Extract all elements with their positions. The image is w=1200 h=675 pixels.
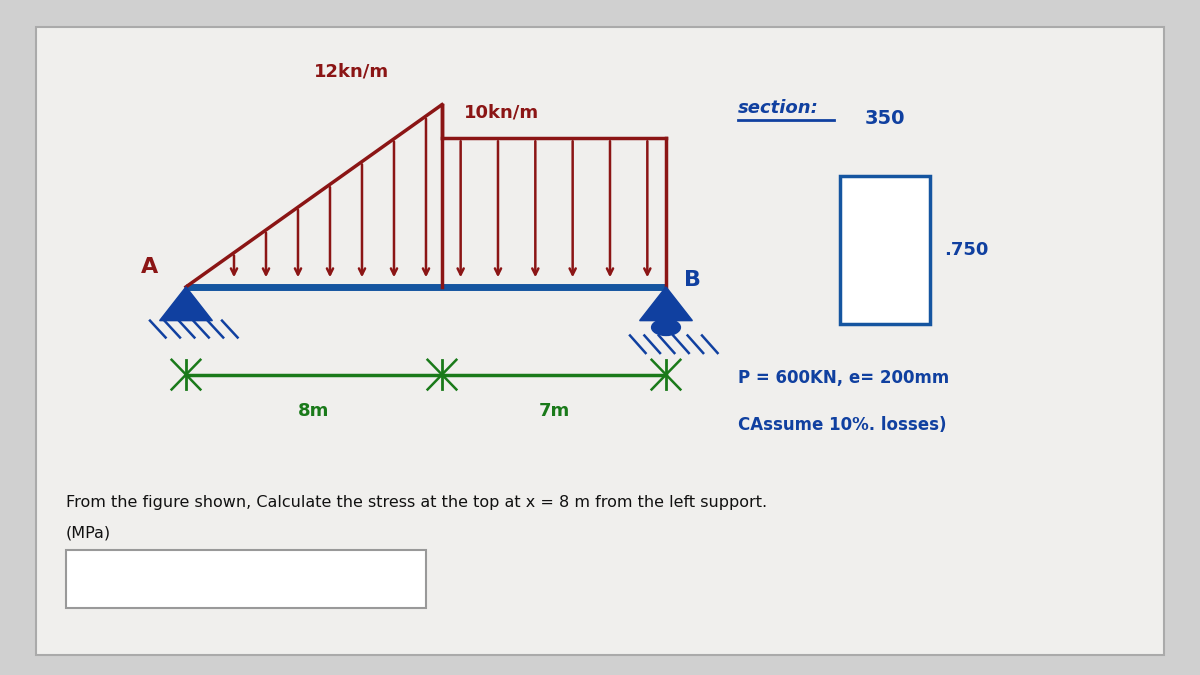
Circle shape — [652, 319, 680, 335]
Text: 350: 350 — [865, 109, 905, 128]
Text: section:: section: — [738, 99, 818, 117]
Polygon shape — [640, 287, 692, 321]
Text: CAssume 10%. losses): CAssume 10%. losses) — [738, 416, 947, 434]
Text: 8m: 8m — [299, 402, 330, 420]
Text: B: B — [684, 270, 701, 290]
Text: From the figure shown, Calculate the stress at the top at x = 8 m from the left : From the figure shown, Calculate the str… — [66, 495, 767, 510]
Text: 10kn/m: 10kn/m — [464, 103, 540, 121]
Text: A: A — [142, 256, 158, 277]
Polygon shape — [160, 287, 212, 321]
Text: P = 600KN, e= 200mm: P = 600KN, e= 200mm — [738, 369, 949, 387]
Text: 7m: 7m — [539, 402, 570, 420]
Text: .750: .750 — [944, 241, 989, 259]
Bar — [66, 550, 426, 608]
Text: 12kn/m: 12kn/m — [314, 63, 390, 81]
Bar — [840, 176, 930, 324]
Text: (MPa): (MPa) — [66, 526, 112, 541]
